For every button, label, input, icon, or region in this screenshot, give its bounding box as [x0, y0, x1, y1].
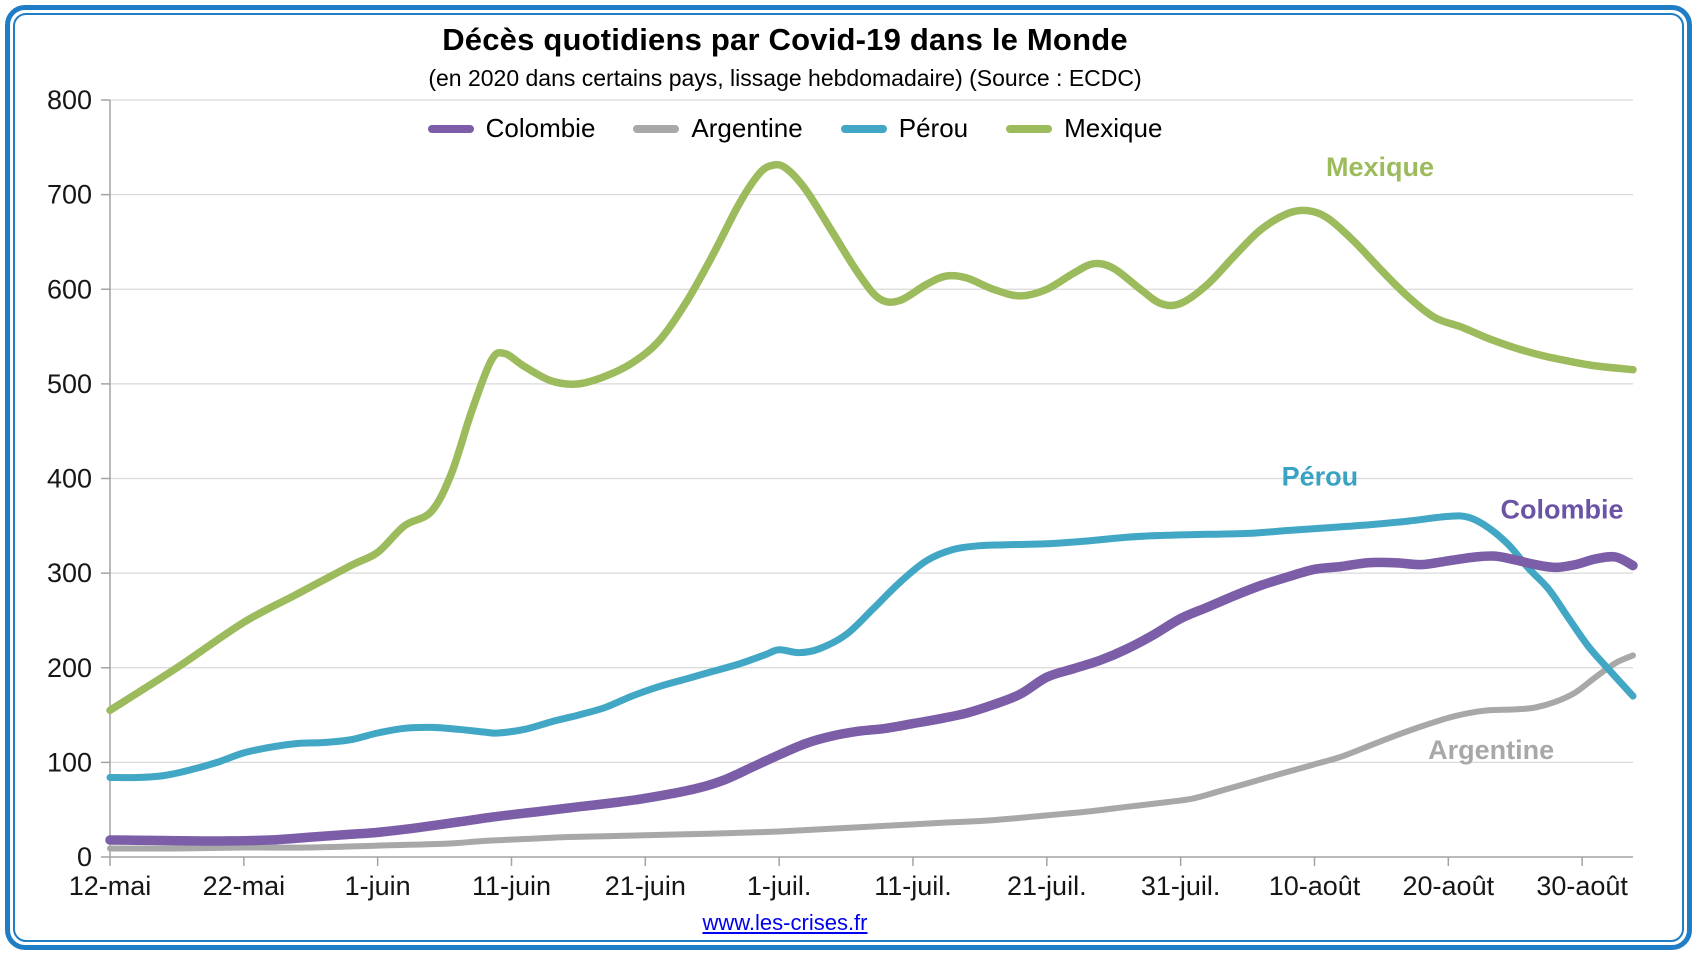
legend-item-colombie: Colombie	[427, 113, 596, 144]
series-line-argentine	[107, 652, 1636, 852]
chart-outer-border	[5, 5, 1692, 950]
y-axis-tick-label: 400	[47, 464, 92, 494]
legend-swatch-icon	[633, 124, 680, 133]
chart-footer: www.les-crises.fr	[0, 910, 1570, 936]
y-axis-tick-label: 800	[47, 85, 92, 115]
y-axis-tick-label: 100	[47, 747, 92, 777]
chart-title: Décès quotidiens par Covid-19 dans le Mo…	[442, 22, 1128, 57]
y-axis-tick-label: 600	[47, 274, 92, 304]
legend-swatch-icon	[1006, 124, 1053, 133]
x-axis-tick-label: 1-juin	[345, 871, 411, 901]
x-axis-tick-label: 30-août	[1536, 871, 1628, 901]
x-axis-tick-label: 10-août	[1269, 871, 1361, 901]
x-axis-tick-label: 1-juil.	[747, 871, 812, 901]
y-axis-tick-label: 700	[47, 180, 92, 210]
series-line-colombie	[105, 551, 1638, 846]
x-axis-tick-label: 20-août	[1403, 871, 1495, 901]
country-label-colombie: Colombie	[1501, 495, 1624, 525]
x-axis-tick-label: 21-juil.	[1007, 871, 1087, 901]
x-axis-tick-label: 11-juin	[472, 871, 551, 901]
y-axis-tick-label: 500	[47, 369, 92, 399]
x-axis-tick-label: 12-mai	[69, 871, 152, 901]
x-axis-tick-label: 31-juil.	[1141, 871, 1221, 901]
series-line-perou	[106, 512, 1637, 782]
x-axis-tick-label: 11-juil.	[874, 871, 952, 901]
x-axis-tick-label: 21-juin	[605, 871, 686, 901]
legend-item-label: Argentine	[691, 113, 803, 143]
country-label-mexique: Mexique	[1326, 152, 1434, 182]
legend-item-label: Pérou	[898, 113, 969, 143]
chart-legend: Colombie Argentine Pérou Mexique	[0, 113, 1590, 144]
country-label-perou: Pérou	[1282, 462, 1359, 492]
y-axis-tick-label: 0	[77, 842, 92, 872]
chart-subtitle: (en 2020 dans certains pays, lissage heb…	[428, 65, 1142, 91]
legend-swatch-icon	[840, 124, 887, 133]
legend-item-argentine: Argentine	[633, 113, 803, 144]
x-axis-tick-label: 22-mai	[203, 871, 286, 901]
series-line-mexique	[106, 160, 1637, 715]
country-label-argentine: Argentine	[1428, 735, 1554, 765]
chart-inner-border	[13, 13, 1684, 942]
legend-item-label: Mexique	[1064, 113, 1163, 143]
legend-item-perou: Pérou	[840, 113, 969, 144]
legend-item-mexique: Mexique	[1006, 113, 1162, 144]
footer-link[interactable]: www.les-crises.fr	[702, 910, 868, 935]
y-axis-tick-label: 200	[47, 653, 92, 683]
legend-swatch-icon	[427, 124, 474, 133]
y-axis-tick-label: 300	[47, 558, 92, 588]
legend-item-label: Colombie	[485, 113, 596, 143]
